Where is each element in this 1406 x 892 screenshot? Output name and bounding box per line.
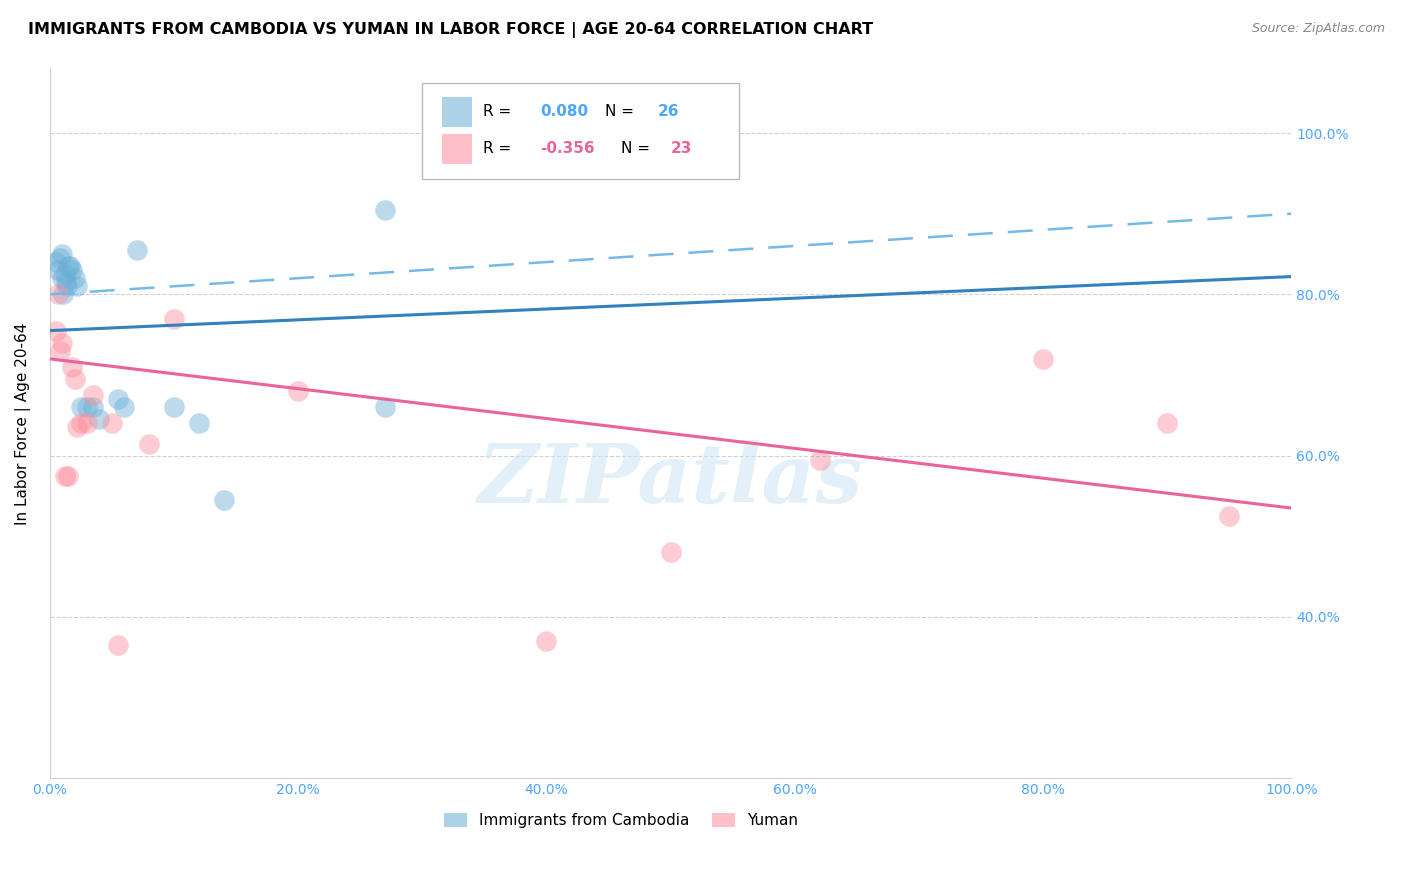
Text: Source: ZipAtlas.com: Source: ZipAtlas.com: [1251, 22, 1385, 36]
Point: [60, 359, 83, 374]
Point: [76, 417, 98, 431]
Legend: Immigrants from Cambodia, Yuman: Immigrants from Cambodia, Yuman: [437, 807, 804, 834]
Point: [51, 247, 73, 261]
Point: [107, 638, 129, 652]
Point: [63, 372, 86, 386]
Point: [138, 436, 160, 450]
Point: [69, 417, 91, 431]
FancyBboxPatch shape: [422, 83, 738, 178]
Point: [187, 417, 209, 431]
Point: [89, 412, 111, 426]
Point: [58, 259, 80, 273]
Text: ZIPatlas: ZIPatlas: [478, 440, 863, 520]
Point: [59, 259, 82, 273]
Y-axis label: In Labor Force | Age 20-64: In Labor Force | Age 20-64: [15, 322, 31, 524]
Point: [1218, 509, 1240, 524]
Point: [48, 287, 70, 301]
Point: [53, 468, 76, 483]
Point: [48, 263, 70, 277]
Text: 0.080: 0.080: [540, 104, 588, 120]
Point: [55, 275, 77, 289]
Point: [536, 634, 558, 648]
Point: [66, 279, 89, 293]
FancyBboxPatch shape: [441, 134, 472, 163]
Point: [45, 324, 67, 338]
Text: 26: 26: [658, 104, 679, 120]
Point: [60, 263, 83, 277]
Point: [212, 493, 235, 508]
Point: [107, 392, 129, 407]
Point: [374, 202, 396, 217]
Point: [163, 401, 186, 415]
Point: [52, 287, 75, 301]
Point: [82, 388, 104, 402]
Point: [48, 251, 70, 265]
Point: [69, 401, 91, 415]
Point: [58, 468, 80, 483]
Text: R =: R =: [484, 141, 516, 156]
Point: [63, 271, 86, 285]
Point: [163, 311, 186, 326]
Point: [53, 267, 76, 281]
Point: [56, 279, 79, 293]
Point: [374, 401, 396, 415]
Point: [45, 255, 67, 269]
Text: R =: R =: [484, 104, 516, 120]
Point: [125, 243, 148, 257]
Point: [82, 401, 104, 415]
Point: [808, 452, 831, 467]
Point: [101, 417, 124, 431]
Point: [51, 335, 73, 350]
Text: 23: 23: [671, 141, 692, 156]
Point: [659, 545, 682, 559]
Point: [66, 420, 89, 434]
Text: -0.356: -0.356: [540, 141, 595, 156]
Text: N =: N =: [621, 141, 655, 156]
Text: N =: N =: [605, 104, 638, 120]
FancyBboxPatch shape: [441, 97, 472, 127]
Point: [287, 384, 309, 398]
Point: [1032, 351, 1054, 366]
Point: [76, 401, 98, 415]
Point: [51, 271, 73, 285]
Text: IMMIGRANTS FROM CAMBODIA VS YUMAN IN LABOR FORCE | AGE 20-64 CORRELATION CHART: IMMIGRANTS FROM CAMBODIA VS YUMAN IN LAB…: [28, 22, 873, 38]
Point: [1156, 417, 1178, 431]
Point: [48, 343, 70, 358]
Point: [112, 401, 135, 415]
